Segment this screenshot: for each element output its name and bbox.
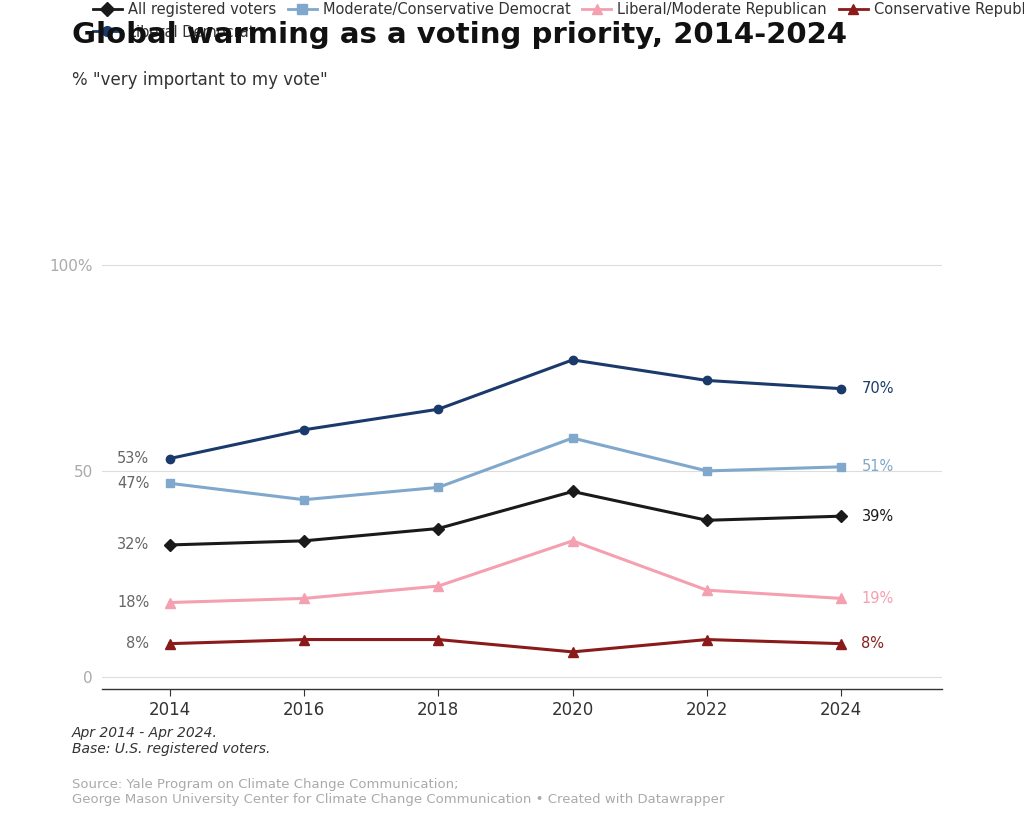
Text: 32%: 32% [117, 538, 150, 553]
Text: % "very important to my vote": % "very important to my vote" [72, 71, 328, 89]
Text: 18%: 18% [117, 595, 150, 610]
Text: 53%: 53% [118, 451, 150, 466]
Text: 19%: 19% [861, 591, 894, 606]
Text: 39%: 39% [861, 509, 894, 524]
Text: Apr 2014 - Apr 2024.
Base: U.S. registered voters.: Apr 2014 - Apr 2024. Base: U.S. register… [72, 726, 270, 756]
Text: 51%: 51% [861, 459, 894, 474]
Legend: All registered voters, Liberal Democrat, Moderate/Conservative Democrat, Liberal: All registered voters, Liberal Democrat,… [93, 2, 1024, 40]
Text: Source: Yale Program on Climate Change Communication;
George Mason University Ce: Source: Yale Program on Climate Change C… [72, 778, 724, 806]
Text: 70%: 70% [861, 381, 894, 396]
Text: 47%: 47% [117, 476, 150, 491]
Text: 8%: 8% [126, 636, 150, 652]
Text: Global warming as a voting priority, 2014-2024: Global warming as a voting priority, 201… [72, 21, 847, 49]
Text: 8%: 8% [861, 636, 885, 652]
